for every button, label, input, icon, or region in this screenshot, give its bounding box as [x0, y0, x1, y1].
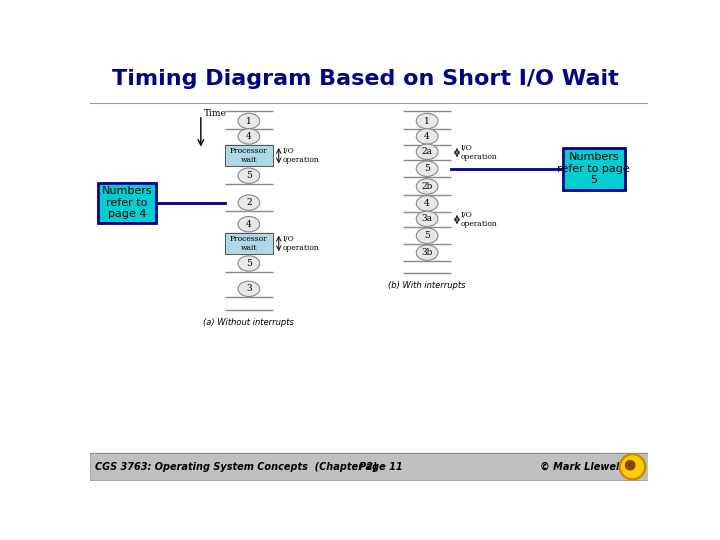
Circle shape: [619, 454, 646, 480]
Text: Processor
wait: Processor wait: [230, 147, 268, 164]
Ellipse shape: [416, 113, 438, 129]
Text: Timing Diagram Based on Short I/O Wait: Timing Diagram Based on Short I/O Wait: [112, 69, 618, 89]
Ellipse shape: [416, 179, 438, 194]
Text: Numbers
refer to page
5: Numbers refer to page 5: [557, 152, 630, 185]
Circle shape: [621, 456, 644, 477]
Bar: [225, 233, 272, 254]
Text: Numbers
refer to
page 4: Numbers refer to page 4: [102, 186, 152, 219]
Text: 2: 2: [246, 198, 252, 207]
Ellipse shape: [238, 217, 260, 232]
Ellipse shape: [416, 228, 438, 244]
Bar: [563, 147, 625, 190]
Ellipse shape: [416, 211, 438, 226]
Text: Time: Time: [204, 109, 227, 118]
Text: 3b: 3b: [421, 248, 433, 257]
Ellipse shape: [238, 129, 260, 144]
Ellipse shape: [238, 256, 260, 271]
Text: Processor
wait: Processor wait: [230, 235, 268, 252]
Text: 1: 1: [424, 117, 430, 125]
Ellipse shape: [416, 161, 438, 177]
Text: 4: 4: [246, 132, 252, 141]
Ellipse shape: [416, 245, 438, 260]
Ellipse shape: [238, 113, 260, 129]
Text: 3: 3: [246, 285, 252, 293]
Text: 4: 4: [424, 199, 430, 208]
Text: I/O
operation: I/O operation: [282, 235, 320, 252]
Bar: [90, 453, 648, 481]
Text: (b) With interrupts: (b) With interrupts: [388, 280, 466, 289]
Text: 5: 5: [246, 259, 252, 268]
Text: 4: 4: [424, 132, 430, 141]
Text: 2b: 2b: [421, 182, 433, 191]
Text: CGS 3763: Operating System Concepts  (Chapter 2): CGS 3763: Operating System Concepts (Cha…: [94, 462, 377, 472]
Text: 5: 5: [246, 171, 252, 180]
Ellipse shape: [416, 144, 438, 159]
Bar: [91, 455, 647, 479]
Ellipse shape: [416, 129, 438, 144]
Ellipse shape: [238, 281, 260, 296]
Text: Page 11: Page 11: [359, 462, 402, 472]
Bar: [98, 183, 156, 222]
Text: I/O
operation: I/O operation: [461, 144, 498, 161]
Text: 4: 4: [246, 220, 252, 229]
Ellipse shape: [238, 195, 260, 210]
Text: 5: 5: [424, 231, 430, 240]
Text: 1: 1: [246, 117, 252, 125]
Ellipse shape: [416, 195, 438, 211]
Bar: [225, 145, 272, 166]
Text: (a) Without interrupts: (a) Without interrupts: [204, 318, 294, 327]
Text: 2a: 2a: [422, 147, 433, 156]
Ellipse shape: [238, 168, 260, 184]
Text: © Mark Llewellyn: © Mark Llewellyn: [539, 462, 636, 472]
Text: I/O
operation: I/O operation: [461, 211, 498, 228]
Text: I/O
operation: I/O operation: [282, 147, 320, 164]
Text: 3a: 3a: [422, 214, 433, 224]
Circle shape: [626, 461, 635, 470]
Text: 5: 5: [424, 164, 430, 173]
